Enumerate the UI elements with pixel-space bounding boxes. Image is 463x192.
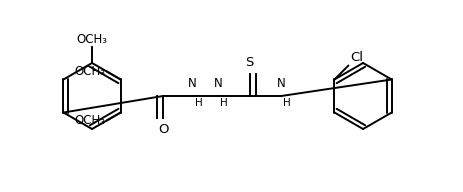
Text: S: S [245,56,253,69]
Text: N: N [213,77,222,90]
Text: H: H [194,98,202,108]
Text: N: N [188,77,196,90]
Text: OCH₃: OCH₃ [74,65,105,78]
Text: OCH₃: OCH₃ [74,114,105,127]
Text: N: N [276,77,285,90]
Text: OCH₃: OCH₃ [76,33,107,46]
Text: H: H [283,98,290,108]
Text: H: H [220,98,227,108]
Text: O: O [157,123,168,136]
Text: Cl: Cl [350,51,363,64]
